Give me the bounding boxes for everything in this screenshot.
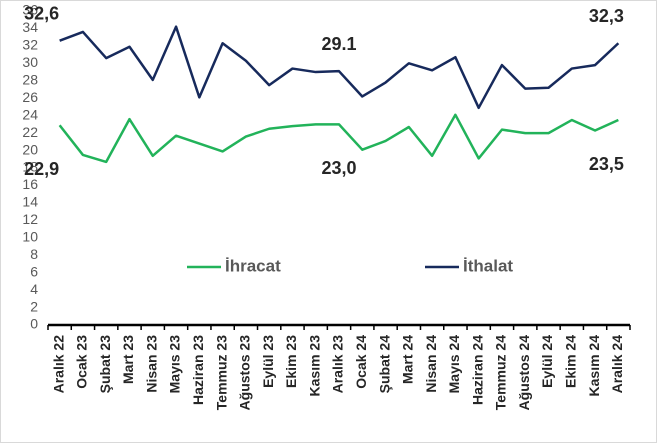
x-tick-label: Temmuz 23 bbox=[213, 335, 229, 410]
x-tick-label: Mart 24 bbox=[400, 335, 416, 384]
x-tick-label: Ekim 23 bbox=[283, 335, 299, 388]
x-tick-label: Kasım 23 bbox=[306, 335, 322, 397]
x-tick-label: Eylül 24 bbox=[539, 335, 555, 388]
legend-label: İhracat bbox=[225, 256, 281, 275]
y-tick-label: 26 bbox=[22, 89, 38, 105]
x-tick-label: Mayıs 24 bbox=[446, 335, 462, 394]
value-label: 29.1 bbox=[321, 34, 356, 54]
legend-label: İthalat bbox=[463, 256, 513, 275]
x-tick-label: Ocak 24 bbox=[353, 335, 369, 389]
y-tick-label: 30 bbox=[22, 54, 38, 70]
y-tick-label: 10 bbox=[22, 228, 38, 244]
y-tick-label: 28 bbox=[22, 71, 38, 87]
x-tick-label: Şubat 24 bbox=[376, 335, 392, 394]
x-tick-label: Mayıs 23 bbox=[167, 335, 183, 394]
value-label: 32,3 bbox=[589, 6, 624, 26]
x-tick-label: Ekim 24 bbox=[563, 335, 579, 388]
x-tick-label: Kasım 24 bbox=[586, 335, 602, 397]
x-tick-label: Nisan 24 bbox=[423, 335, 439, 393]
series-line bbox=[58, 113, 619, 164]
y-tick-label: 22 bbox=[22, 124, 38, 140]
y-tick-label: 0 bbox=[30, 316, 38, 332]
y-tick-label: 12 bbox=[22, 211, 38, 227]
y-tick-label: 32 bbox=[22, 37, 38, 53]
x-tick-label: Temmuz 24 bbox=[493, 335, 509, 410]
x-tick-label: Haziran 23 bbox=[190, 335, 206, 405]
value-label: 32,6 bbox=[24, 3, 59, 23]
y-tick-label: 14 bbox=[22, 194, 38, 210]
series-line bbox=[59, 25, 620, 110]
x-tick-label: Aralık 23 bbox=[330, 335, 346, 394]
y-tick-label: 8 bbox=[30, 246, 38, 262]
x-tick-label: Nisan 23 bbox=[143, 335, 159, 393]
y-tick-label: 2 bbox=[30, 298, 38, 314]
x-tick-label: Haziran 24 bbox=[469, 335, 485, 405]
y-tick-label: 6 bbox=[30, 263, 38, 279]
y-tick-label: 24 bbox=[22, 106, 38, 122]
y-tick-label: 18 bbox=[22, 159, 38, 175]
x-tick-label: Şubat 23 bbox=[97, 335, 113, 394]
x-tick-label: Aralık 24 bbox=[609, 335, 625, 394]
x-tick-label: Aralık 22 bbox=[50, 335, 66, 394]
y-tick-label: 20 bbox=[22, 141, 38, 157]
x-tick-label: Mart 23 bbox=[120, 335, 136, 384]
x-tick-label: Eylül 23 bbox=[260, 335, 276, 388]
x-tick-label: Ocak 23 bbox=[74, 335, 90, 389]
value-label: 22,9 bbox=[24, 159, 59, 179]
y-tick-label: 16 bbox=[22, 176, 38, 192]
y-tick-label: 36 bbox=[22, 2, 38, 18]
x-tick-label: Ağustos 23 bbox=[237, 335, 253, 411]
x-tick-label: Ağustos 24 bbox=[516, 335, 532, 411]
value-label: 23,0 bbox=[321, 158, 356, 178]
value-label: 23,5 bbox=[589, 154, 624, 174]
y-tick-label: 4 bbox=[30, 281, 38, 297]
y-tick-label: 34 bbox=[22, 19, 38, 35]
